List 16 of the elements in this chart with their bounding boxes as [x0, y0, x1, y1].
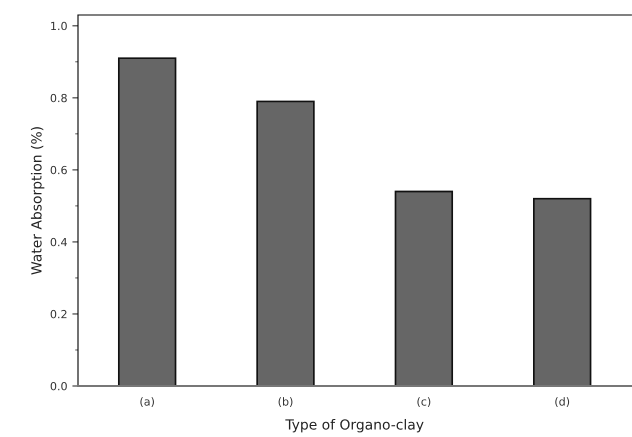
bar — [533, 198, 592, 386]
x-axis-title: Type of Organo-clay — [285, 418, 424, 432]
y-tick-label: 0.4 — [50, 238, 67, 246]
y-tick-label: 0.8 — [50, 94, 67, 102]
x-tick-label: (b) — [278, 397, 292, 408]
y-tick-label: 0.0 — [50, 382, 67, 390]
y-axis-title: Water Absorption (%) — [30, 127, 44, 275]
bar — [394, 190, 454, 386]
bar — [118, 57, 176, 386]
x-tick-label: (d) — [555, 397, 570, 408]
y-tick-label: 0.6 — [50, 166, 67, 174]
y-tick-label: 1.0 — [51, 22, 67, 30]
x-tick-label: (c) — [417, 397, 430, 408]
y-tick-label: 0.2 — [50, 310, 66, 318]
bar — [256, 100, 315, 386]
x-tick-label: (a) — [140, 397, 154, 408]
